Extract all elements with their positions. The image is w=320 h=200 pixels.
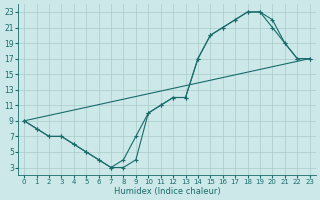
X-axis label: Humidex (Indice chaleur): Humidex (Indice chaleur) [114,187,220,196]
